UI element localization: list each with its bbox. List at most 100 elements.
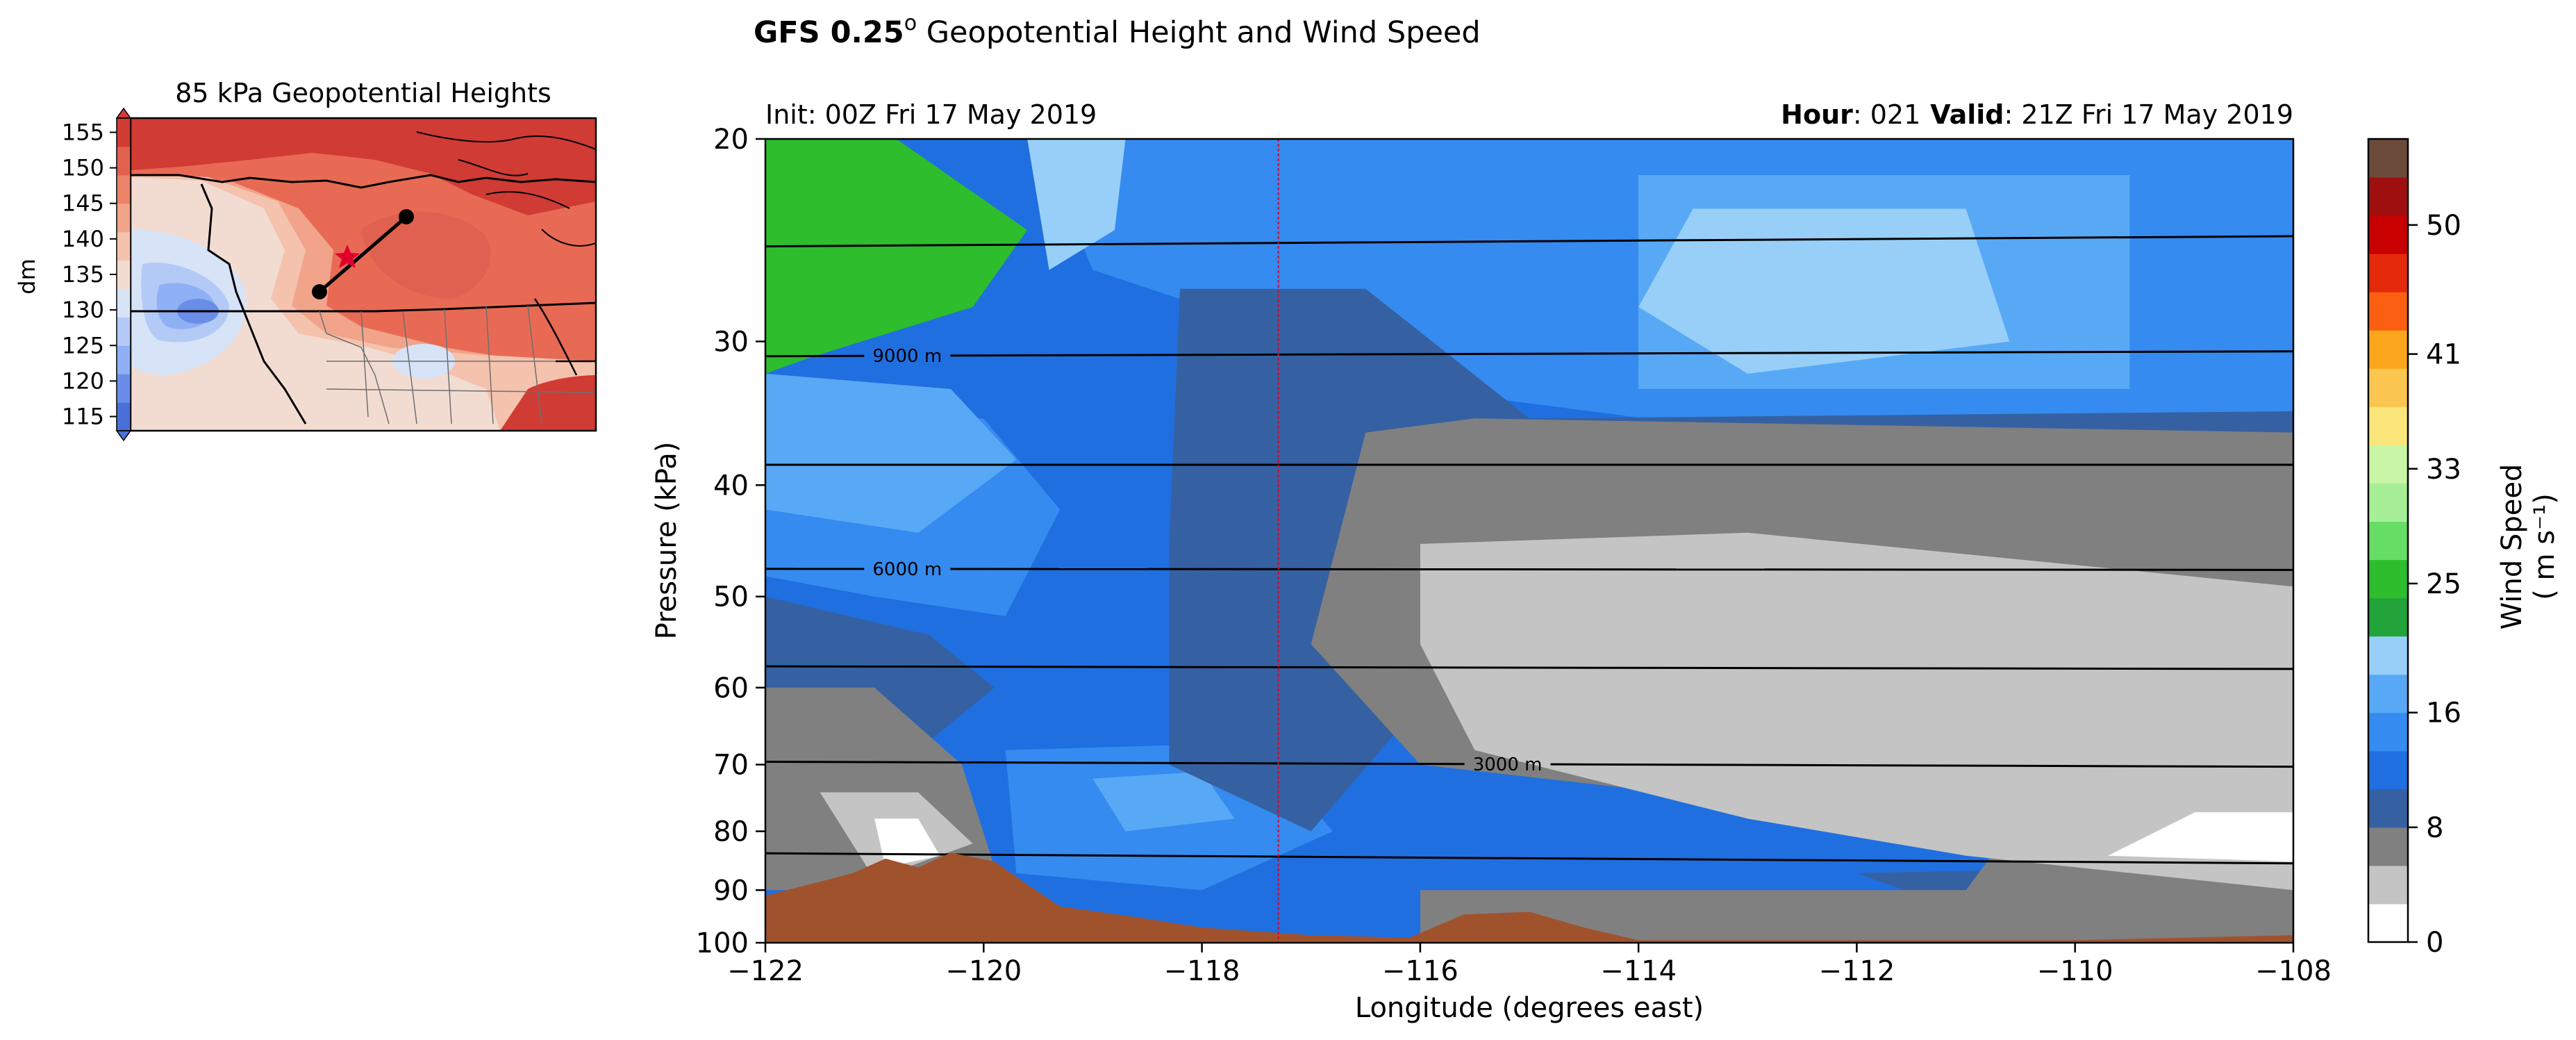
x-tick-label-0: −122 xyxy=(727,955,804,987)
wind-colorbar-tick-label-5: 41 xyxy=(2426,339,2461,371)
y-tick-label-8: 100 xyxy=(696,927,749,959)
hour-label: Hour xyxy=(1781,99,1853,130)
wind-colorbar-swatch-15 xyxy=(2368,330,2408,369)
height-colorbar-swatch-4 xyxy=(117,288,131,317)
height-colorbar-tick-label-4: 135 xyxy=(62,261,104,288)
height-colorbar: 115 120 125 130 135 140 145 150 155 xyxy=(62,107,132,442)
y-tick-label-4: 60 xyxy=(713,672,749,704)
wind-colorbar-tick-label-6: 50 xyxy=(2426,210,2461,242)
map-coastline xyxy=(200,183,307,424)
figure-title-superscript: o xyxy=(904,11,917,35)
wind-colorbar-swatch-11 xyxy=(2368,483,2408,522)
valid-text: Hour: 021 Valid: 21Z Fri 17 May 2019 xyxy=(1781,99,2293,130)
height-colorbar-tick-label-6: 145 xyxy=(62,190,104,217)
map-region-north-high xyxy=(131,118,596,215)
wind-colorbar-swatch-2 xyxy=(2368,827,2408,866)
height-colorbar-label: dm xyxy=(14,258,40,294)
wind-colorbar-swatch-20 xyxy=(2368,139,2408,178)
wind-colorbar-tick-label-4: 33 xyxy=(2426,454,2461,486)
wind-region-8 xyxy=(1638,208,2010,374)
x-axis: −122 −120 −118 −116 −114 −112 −110 −108 xyxy=(727,943,2332,987)
wind-colorbar-swatch-7 xyxy=(2368,636,2408,675)
y-axis: 20 30 40 50 60 70 80 90 100 xyxy=(696,124,765,959)
wind-colorbar-swatch-9 xyxy=(2368,559,2408,599)
wind-colorbar-tick-label-2: 16 xyxy=(2426,698,2461,729)
contour-label-1: 9000 m xyxy=(872,346,942,367)
wind-speed-fill xyxy=(765,139,2293,943)
cross-section-end-point xyxy=(399,209,414,224)
contour-line-6 xyxy=(765,852,2293,865)
x-tick-label-3: −116 xyxy=(1382,955,1459,987)
figure-title-bold: GFS 0.25 xyxy=(754,15,904,50)
cross-section-path xyxy=(318,215,408,293)
height-colorbar-tick-label-8: 155 xyxy=(62,119,104,145)
geopotential-map xyxy=(129,117,597,432)
y-axis-label: Pressure (kPa) xyxy=(651,442,683,640)
y-tick-label-5: 70 xyxy=(713,750,749,782)
contour-line-1-b xyxy=(950,350,2293,357)
y-tick-label-1: 30 xyxy=(713,326,749,358)
contour-label-5: 3000 m xyxy=(1473,754,1543,775)
wind-region-22 xyxy=(765,139,1028,374)
contour-line-5-a xyxy=(765,760,1465,766)
wind-region-17 xyxy=(2107,812,2293,862)
wind-colorbar-swatch-13 xyxy=(2368,406,2408,445)
height-colorbar-top-arrow xyxy=(115,107,132,119)
height-colorbar-tick-label-0: 115 xyxy=(62,404,104,430)
wind-colorbar-swatch-18 xyxy=(2368,215,2408,254)
map-state-lines xyxy=(319,305,596,424)
height-colorbar-tick-label-2: 125 xyxy=(62,332,104,358)
wind-colorbar-swatch-8 xyxy=(2368,597,2408,637)
height-contours: 9000 m 6000 m 3000 m xyxy=(765,235,2293,865)
wind-colorbar-swatch-5 xyxy=(2368,712,2408,752)
y-tick-label-7: 90 xyxy=(713,875,749,907)
height-colorbar-swatch-1 xyxy=(117,374,131,403)
y-tick-label-0: 20 xyxy=(713,124,749,156)
x-tick-label-2: −118 xyxy=(1164,955,1240,987)
height-colorbar-swatch-5 xyxy=(117,260,131,290)
terrain-layer xyxy=(765,852,2293,943)
height-colorbar-tick-label-5: 140 xyxy=(62,226,104,252)
wind-colorbar-swatch-3 xyxy=(2368,789,2408,828)
map-lakes-islands xyxy=(416,131,596,247)
height-colorbar-bottom-arrow xyxy=(115,430,132,442)
contour-line-5-b xyxy=(1550,763,2293,768)
map-region-ridge xyxy=(361,211,491,299)
wind-region-18 xyxy=(2020,901,2130,933)
hour-value: : 021 xyxy=(1853,99,1920,130)
height-colorbar-swatch-3 xyxy=(117,317,131,346)
y-tick-label-2: 40 xyxy=(713,470,749,502)
wind-colorbar-tick-label-0: 0 xyxy=(2426,927,2443,959)
height-colorbar-tick-label-7: 150 xyxy=(62,155,104,181)
map-canada-border xyxy=(131,174,596,189)
map-height-fill xyxy=(131,118,596,431)
x-tick-label-6: −110 xyxy=(2037,955,2113,987)
wind-colorbar-swatch-16 xyxy=(2368,292,2408,331)
init-text: Init: 00Z Fri 17 May 2019 xyxy=(765,99,1097,130)
wind-colorbar-swatch-6 xyxy=(2368,674,2408,713)
figure-title-rest: Geopotential Height and Wind Speed xyxy=(917,15,1481,50)
height-colorbar-swatch-7 xyxy=(117,203,131,233)
wind-region-4 xyxy=(765,373,1017,533)
height-colorbar-swatch-8 xyxy=(117,174,131,204)
x-tick-label-5: −112 xyxy=(1818,955,1895,987)
plot-frame xyxy=(764,138,2295,944)
wind-region-6 xyxy=(1092,771,1235,832)
x-tick-label-7: −108 xyxy=(2255,955,2332,987)
map-east-coast xyxy=(533,298,596,376)
map-inset-title: 85 kPa Geopotential Heights xyxy=(175,78,551,108)
height-colorbar-swatch-6 xyxy=(117,231,131,261)
wind-colorbar-swatch-10 xyxy=(2368,521,2408,561)
wind-colorbar-swatch-12 xyxy=(2368,445,2408,484)
wind-colorbar-tick-label-1: 8 xyxy=(2426,812,2443,844)
wind-colorbar-swatch-4 xyxy=(2368,750,2408,790)
contour-label-3: 6000 m xyxy=(872,559,942,580)
x-tick-label-4: −114 xyxy=(1600,955,1677,987)
wind-region-14 xyxy=(1420,532,2293,891)
wind-colorbar-swatch-14 xyxy=(2368,368,2408,407)
wind-colorbar-swatch-0 xyxy=(2368,903,2408,943)
valid-value: : 21Z Fri 17 May 2019 xyxy=(2004,99,2293,130)
cross-section-marker-star xyxy=(335,245,360,268)
